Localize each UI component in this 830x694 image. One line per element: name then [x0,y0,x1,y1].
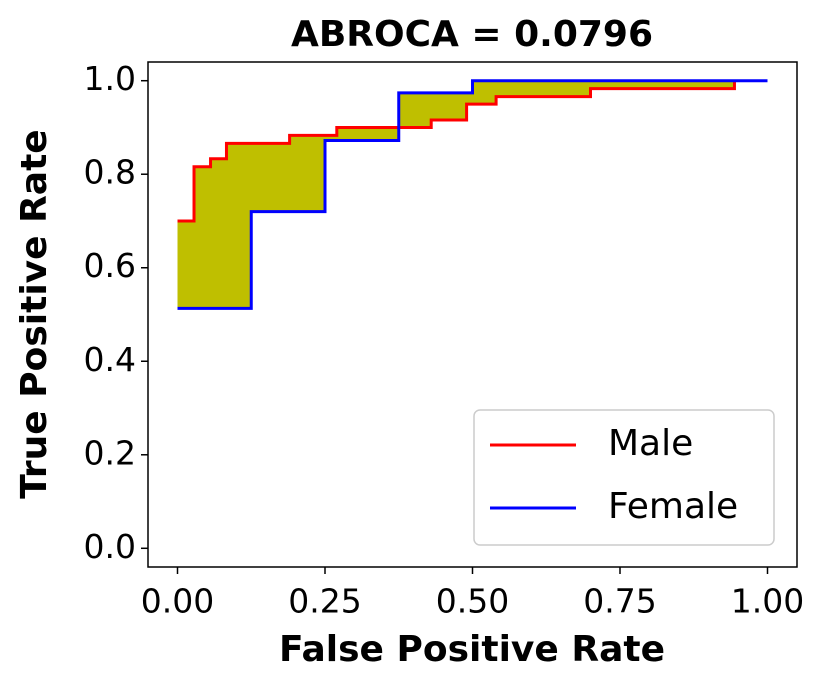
abroca-area [177,80,768,309]
chart-title: ABROCA = 0.0796 [291,14,653,55]
x-tick-label: 0.25 [288,582,361,621]
y-tick-label: 0.6 [84,246,136,285]
y-tick-label: 0.2 [84,433,136,472]
x-tick-label: 1.00 [731,582,804,621]
x-axis-label: False Positive Rate [279,629,665,670]
y-axis-label: True Positive Rate [14,129,55,498]
x-tick-label: 0.00 [141,582,214,621]
y-tick-label: 0.8 [84,153,136,192]
y-tick-label: 0.4 [84,340,136,379]
y-tick-label: 0.0 [84,527,136,566]
legend-label: Female [608,486,738,527]
x-tick-label: 0.50 [436,582,509,621]
x-tick-label: 0.75 [583,582,656,621]
y-tick-label: 1.0 [84,59,136,98]
roc-line [177,80,736,223]
roc-line [177,79,768,310]
legend-label: Male [608,423,693,464]
